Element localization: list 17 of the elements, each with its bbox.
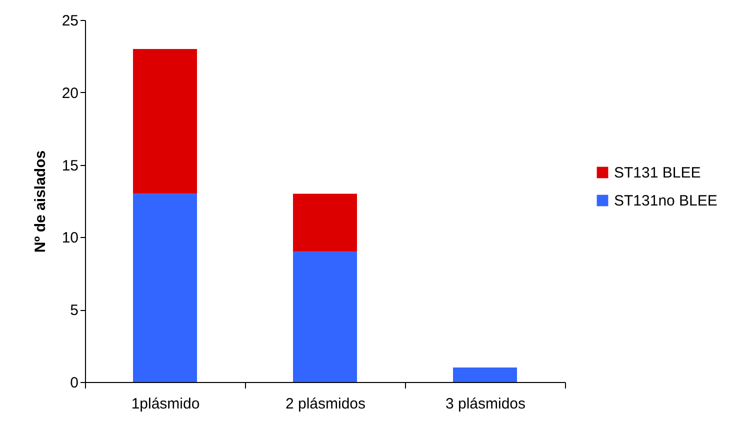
- bar: [133, 48, 197, 194]
- y-tick-label: 15: [62, 157, 78, 174]
- legend-label: ST131 BLEE: [614, 164, 701, 182]
- x-tick-label: 1plásmido: [131, 396, 200, 412]
- bar: [133, 194, 197, 382]
- y-tick-label: 25: [62, 12, 78, 30]
- x-tick-label: 2 plásmidos: [285, 396, 366, 412]
- y-tick-label: 5: [70, 302, 78, 320]
- bar: [453, 368, 517, 382]
- bar: [293, 252, 357, 382]
- y-tick-label: 0: [70, 374, 78, 392]
- x-tick-label: 3 plásmidos: [445, 396, 526, 412]
- y-tick-label: 20: [62, 84, 78, 102]
- y-tick-label: 10: [62, 230, 78, 247]
- bar: [293, 194, 357, 252]
- legend-label: ST131no BLEE: [614, 192, 718, 210]
- y-axis-title: Nº de aislados: [32, 150, 49, 253]
